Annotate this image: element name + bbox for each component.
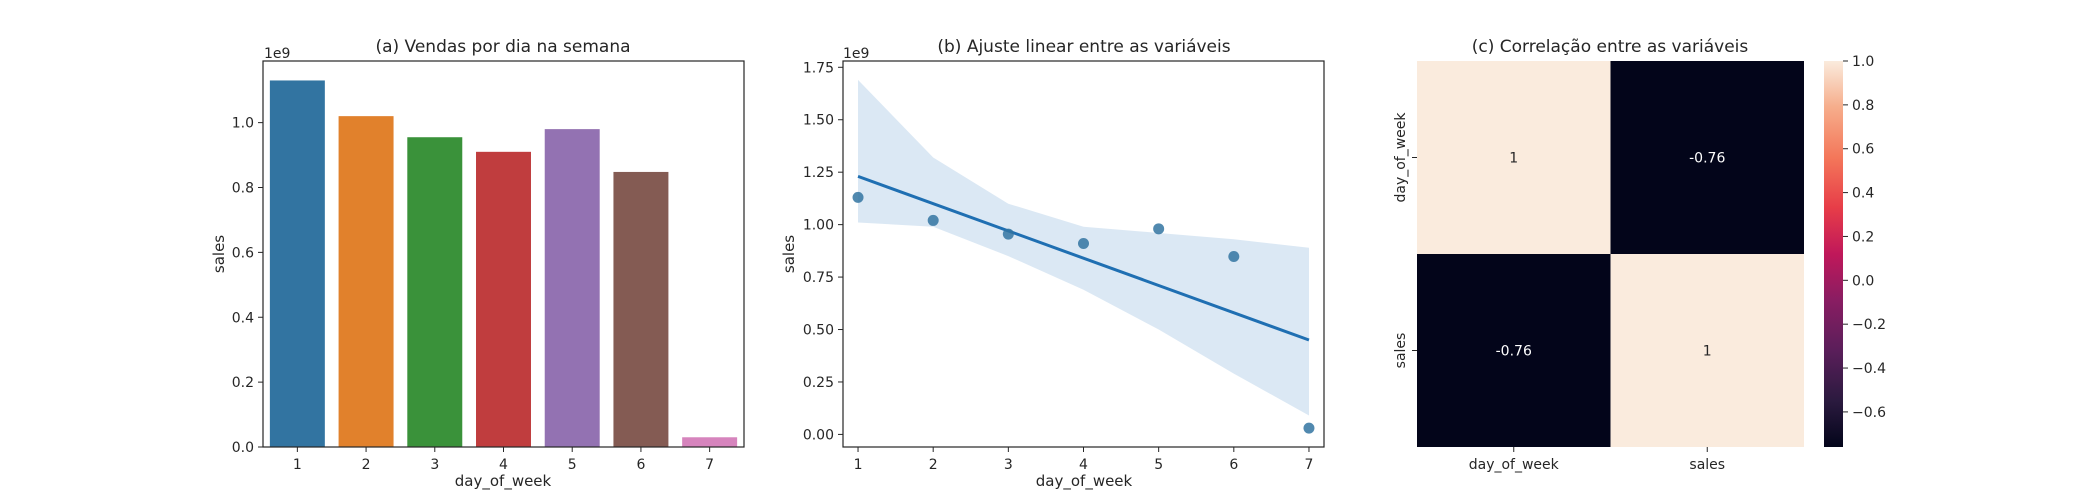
bar-6	[613, 171, 669, 447]
reg-y-tick-label: 0.00	[803, 427, 834, 443]
bar-chart-y-label: sales	[210, 235, 228, 273]
bar-x-tick-label: 2	[362, 457, 371, 473]
colorbar-tick-label: −0.6	[1852, 405, 1886, 421]
regression-plot-panel: (b) Ajuste linear entre as variáveis 1e9…	[780, 37, 1325, 491]
bar-y-tick-label: 0.0	[232, 440, 254, 456]
bar-chart-axes-frame	[262, 60, 745, 448]
colorbar-tick-label: 0.4	[1852, 186, 1874, 202]
bar-y-tick-label: 0.6	[232, 245, 254, 261]
heatmap-y-tick-label: sales	[1393, 333, 1409, 369]
bar-y-tick-label: 1.0	[232, 116, 254, 132]
bar-x-tick-label: 4	[499, 457, 508, 473]
heatmap-cell	[1417, 254, 1611, 447]
bar-x-tick-label: 3	[430, 457, 439, 473]
heatmap-panel: (c) Correlação entre as variáveis 1 -0.76…	[1393, 37, 1886, 473]
reg-y-tick-label: 0.50	[803, 323, 834, 339]
heatmap-cell	[1417, 61, 1611, 254]
scatter-points	[852, 191, 1315, 434]
bar-chart-panel: (a) Vendas por dia na semana 1e9 0.00.20…	[210, 37, 745, 491]
scatter-point	[1228, 251, 1240, 263]
reg-x-tick-label: 7	[1305, 457, 1314, 473]
colorbar-tick-label: −0.2	[1852, 317, 1886, 333]
bar-x-tick-label: 5	[568, 457, 577, 473]
bar-y-tick-label: 0.2	[232, 375, 254, 391]
reg-x-tick-label: 5	[1154, 457, 1163, 473]
bar-x-tick-label: 6	[636, 457, 645, 473]
bar-chart-x-axis: 1 2 3 4 5 6 7	[293, 447, 714, 473]
heatmap-cell-value: 1	[1703, 344, 1712, 360]
bar-3	[407, 137, 463, 447]
regression-plot-y-label: sales	[780, 235, 798, 273]
heatmap-cell	[1610, 61, 1804, 254]
reg-y-tick-label: 1.50	[803, 113, 834, 129]
heatmap-cell-value: 1	[1509, 151, 1518, 167]
reg-x-tick-label: 6	[1229, 457, 1238, 473]
scatter-point	[1002, 228, 1014, 240]
reg-x-tick-label: 3	[1004, 457, 1013, 473]
regression-plot-title: (b) Ajuste linear entre as variáveis	[937, 37, 1230, 57]
colorbar-tick-label: 1.0	[1852, 54, 1874, 70]
reg-y-tick-label: 1.75	[803, 60, 834, 76]
colorbar-tick-label: 0.2	[1852, 229, 1874, 245]
heatmap-title: (c) Correlação entre as variáveis	[1472, 37, 1749, 57]
regression-plot-axes-frame	[842, 60, 1325, 448]
colorbar-axis: 1.0 0.8 0.6 0.4 0.2 0.0 −0.2 −0.4 −0.6	[1843, 54, 1886, 421]
heatmap-x-tick-label: sales	[1689, 457, 1725, 473]
bar-chart-x-label: day_of_week	[455, 472, 552, 491]
regression-plot-x-axis: 1 2 3 4 5 6 7	[854, 447, 1314, 473]
bar-x-tick-label: 1	[293, 457, 302, 473]
reg-x-tick-label: 2	[929, 457, 938, 473]
heatmap-x-tick-label: day_of_week	[1469, 457, 1560, 473]
colorbar-tick-label: 0.0	[1852, 273, 1874, 289]
bar-series	[269, 80, 738, 448]
bar-x-tick-label: 7	[705, 457, 714, 473]
heatmap-cell-value: -0.76	[1689, 151, 1725, 167]
reg-y-tick-label: 0.25	[803, 375, 834, 391]
fit-line	[857, 174, 1310, 342]
reg-y-tick-label: 0.75	[803, 270, 834, 286]
bar-2	[338, 116, 394, 448]
reg-x-tick-label: 1	[854, 457, 863, 473]
bar-chart-title: (a) Vendas por dia na semana	[375, 37, 630, 57]
bar-5	[544, 129, 600, 447]
bar-y-tick-label: 0.8	[232, 181, 254, 197]
regression-plot-y-axis: 0.00 0.25 0.50 0.75 1.00 1.25 1.50 1.75	[803, 60, 843, 443]
bar-7	[682, 437, 738, 447]
colorbar-tick-label: 0.6	[1852, 142, 1874, 158]
reg-x-tick-label: 4	[1079, 457, 1088, 473]
bar-4	[476, 151, 531, 447]
scatter-point	[1303, 422, 1315, 434]
reg-y-tick-label: 1.25	[803, 165, 834, 181]
colorbar-tick-label: −0.4	[1852, 361, 1886, 377]
heatmap-cells: 1 -0.76 -0.76 1	[1417, 61, 1804, 447]
scatter-point	[927, 214, 939, 226]
scatter-point	[1153, 223, 1165, 235]
bar-y-tick-label: 0.4	[232, 310, 254, 326]
heatmap-y-tick-label: day_of_week	[1393, 112, 1409, 203]
regression-plot-y-offset-label: 1e9	[843, 46, 869, 62]
scatter-point	[852, 191, 864, 203]
regression-plot-x-label: day_of_week	[1036, 472, 1133, 491]
colorbar-tick-label: 0.8	[1852, 98, 1874, 114]
bar-chart-y-offset-label: 1e9	[264, 46, 290, 62]
reg-y-tick-label: 1.00	[803, 218, 834, 234]
scatter-point	[1078, 238, 1089, 250]
heatmap-cell-value: -0.76	[1496, 344, 1532, 360]
colorbar	[1824, 61, 1843, 447]
heatmap-cell	[1610, 254, 1804, 447]
bar-chart-y-axis: 0.0 0.2 0.4 0.6 0.8 1.0	[232, 116, 263, 456]
bar-1	[269, 80, 325, 447]
